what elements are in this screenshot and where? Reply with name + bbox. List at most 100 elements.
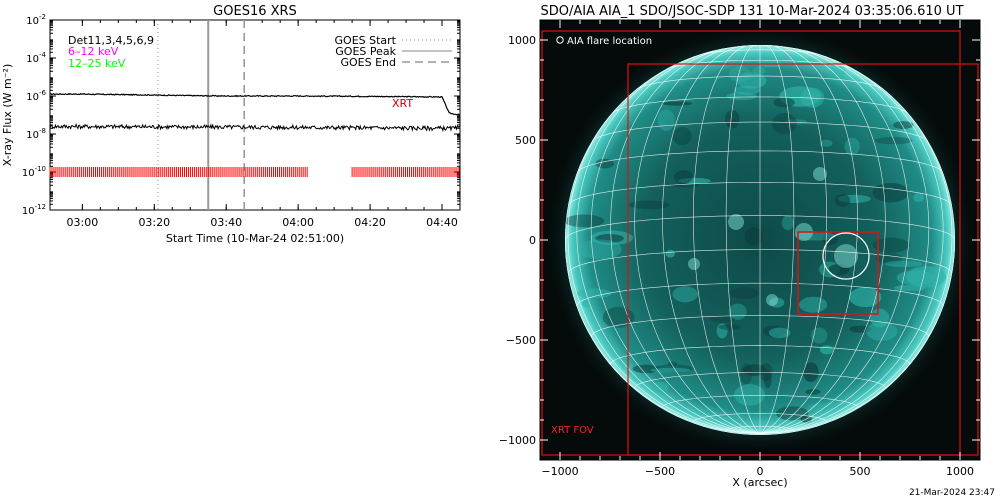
grid-meridian bbox=[662, 45, 761, 434]
goes-y-tick-exponent: -2 bbox=[39, 13, 46, 21]
grid-meridian bbox=[759, 46, 886, 434]
sun-texture-patch bbox=[805, 389, 821, 395]
sun-texture-patch bbox=[665, 249, 675, 258]
aia-y-tick-label: 1000 bbox=[508, 34, 536, 47]
sun-texture-patch bbox=[819, 345, 834, 355]
goes-y-tick-label: 10-6 bbox=[26, 89, 46, 103]
sun-texture-patch bbox=[834, 193, 851, 207]
sun-texture-patch bbox=[829, 62, 846, 82]
sun-texture-patch bbox=[576, 288, 612, 299]
sun-texture-patch bbox=[758, 363, 773, 381]
sun-texture-patch bbox=[650, 367, 691, 373]
aia-flare-legend: AIA flare location bbox=[567, 36, 652, 47]
grid-meridian bbox=[759, 45, 795, 434]
aia-x-tick-label: −1000 bbox=[541, 465, 578, 478]
goes-chart-title: GOES16 XRS bbox=[213, 4, 297, 19]
goes-legend-detectors: Det11,3,4,5,6,9 bbox=[68, 34, 154, 47]
sun-texture-patch bbox=[802, 362, 819, 383]
sun-texture-patch bbox=[892, 121, 914, 130]
sun-texture-patch bbox=[807, 403, 842, 410]
grid-meridian bbox=[590, 49, 761, 434]
aia-x-tick-label: −500 bbox=[645, 465, 675, 478]
sun-texture-patch bbox=[725, 109, 740, 129]
sun-texture-patch bbox=[785, 119, 808, 125]
sun-active-region bbox=[728, 214, 744, 230]
aia-chart-title: SDO/AIA AIA_1 SDO/JSOC-SDP 131 10-Mar-20… bbox=[540, 4, 963, 19]
sun-texture-patch bbox=[819, 139, 833, 147]
aia-y-axis: 1000 500 0 −500 −1000 bbox=[499, 34, 980, 447]
sun-texture-patch bbox=[848, 287, 882, 308]
sun-texture-patch bbox=[595, 234, 624, 243]
goes-series-line-short bbox=[49, 123, 461, 133]
goes-xrt-annotation: XRT bbox=[392, 97, 413, 110]
sun-active-region bbox=[813, 167, 827, 181]
goes-xrs-panel: GOES16 XRS 10-2 10-4 10-6 10-8 10-10 10-12 03… bbox=[1, 4, 461, 245]
sun-texture-patch bbox=[781, 215, 794, 231]
sun-texture-patch bbox=[866, 321, 898, 341]
sun-texture-patch bbox=[794, 231, 836, 241]
sun-texture-patch bbox=[718, 324, 741, 330]
grid-meridian bbox=[759, 47, 910, 434]
goes-x-tick-label: 03:00 bbox=[67, 216, 99, 229]
sun-texture-patch bbox=[661, 101, 693, 106]
sun-texture-patch bbox=[736, 72, 767, 89]
sun-texture-patch bbox=[667, 361, 678, 367]
goes-y-tick-label: 10-4 bbox=[26, 51, 46, 65]
grid-meridian bbox=[759, 45, 858, 434]
sun-texture-patch bbox=[763, 370, 772, 389]
aia-y-tick-label: 500 bbox=[515, 134, 536, 147]
goes-x-axis-label: Start Time (10-Mar-24 02:51:00) bbox=[166, 232, 344, 245]
sun-texture-patch bbox=[728, 66, 752, 82]
goes-y-tick-label: 10-10 bbox=[22, 165, 46, 179]
goes-x-tick-label: 03:40 bbox=[210, 216, 242, 229]
goes-legend-end: GOES End bbox=[340, 56, 396, 69]
aia-y-tick-label: 0 bbox=[529, 234, 536, 247]
sun-texture-patch bbox=[810, 327, 828, 344]
grid-meridian bbox=[759, 49, 930, 434]
aia-x-tick-label: 1000 bbox=[946, 465, 974, 478]
goes-x-tick-label: 04:20 bbox=[354, 216, 386, 229]
sun-texture-patch bbox=[768, 327, 791, 338]
sun-texture-patch bbox=[734, 384, 766, 406]
sun-texture-patch bbox=[672, 126, 692, 146]
sun-texture-patch bbox=[872, 182, 909, 203]
goes-x-tick-label: 03:20 bbox=[138, 216, 170, 229]
sun-texture-patch bbox=[906, 266, 947, 288]
sun-texture-patch bbox=[872, 237, 910, 253]
footer-timestamp: 21-Mar-2024 23:47 bbox=[909, 488, 995, 498]
sun-active-region bbox=[688, 258, 700, 270]
goes-y-axis-label: X-ray Flux (W m⁻²) bbox=[1, 64, 14, 166]
grid-meridian bbox=[567, 86, 761, 434]
goes-y-tick-exponent: -12 bbox=[35, 203, 46, 211]
goes-legend-start: GOES Start bbox=[335, 34, 397, 47]
sun-texture-patch bbox=[651, 381, 669, 393]
sun-texture-patch bbox=[769, 297, 785, 308]
grid-meridian bbox=[759, 86, 953, 434]
grid-meridian bbox=[634, 46, 761, 434]
sun-texture-patch bbox=[728, 303, 747, 320]
goes-event-markers bbox=[157, 20, 246, 210]
sun-texture-patch bbox=[565, 214, 605, 228]
goes-y-tick-exponent: -10 bbox=[35, 165, 46, 173]
sun-texture-patch bbox=[844, 137, 860, 156]
sun-texture-patch bbox=[771, 112, 797, 135]
goes-y-tick-label: 10-2 bbox=[26, 13, 46, 27]
aia-flare-legend-marker bbox=[556, 36, 564, 44]
heliographic-grid bbox=[565, 45, 955, 435]
aia-x-axis: −1000 −500 0 500 1000 bbox=[541, 20, 974, 478]
sun-texture-patch bbox=[773, 97, 795, 108]
aia-y-tick-label: −500 bbox=[506, 334, 536, 347]
sun-active-region bbox=[834, 244, 858, 268]
grid-meridian bbox=[725, 45, 761, 434]
sun-texture-patch bbox=[657, 109, 675, 131]
sun-texture-patch bbox=[874, 136, 913, 145]
goes-y-tick-exponent: -4 bbox=[39, 51, 47, 59]
sun-texture-patch bbox=[602, 306, 635, 328]
goes-y-tick-exponent: -8 bbox=[39, 127, 46, 135]
goes-legend-12-25kev: 12–25 keV bbox=[68, 57, 126, 70]
aia-x-tick-label: 500 bbox=[850, 465, 871, 478]
sun-texture-patch bbox=[669, 183, 700, 188]
sun-texture-patch bbox=[799, 296, 828, 313]
goes-legend-6-12kev: 6–12 keV bbox=[68, 45, 119, 58]
